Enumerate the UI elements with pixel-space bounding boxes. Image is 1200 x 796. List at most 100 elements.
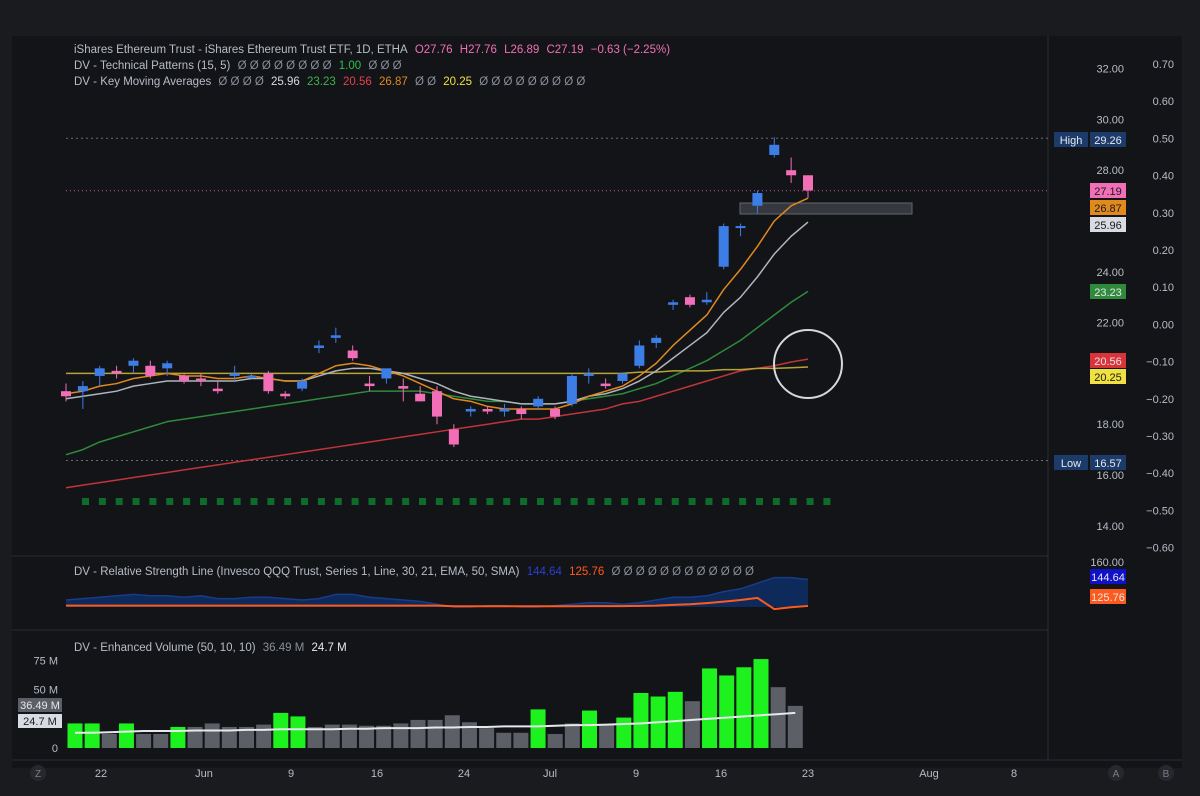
osc-tick-label: −0.50	[1146, 505, 1174, 517]
osc-tick-label: 0.40	[1153, 171, 1174, 183]
volume-bar	[427, 719, 443, 748]
volume-bar	[256, 724, 272, 748]
volume-bar	[616, 717, 632, 748]
pattern-marker	[789, 498, 797, 505]
volume-bar	[341, 724, 357, 748]
pattern-marker	[823, 498, 831, 505]
legend-kma-v5: 20.25	[443, 76, 473, 88]
legend-vol-name: DV - Enhanced Volume (50, 10, 10)	[74, 642, 256, 654]
candle-body	[94, 368, 105, 376]
footer-button-label: Z	[35, 769, 41, 780]
pattern-marker	[654, 498, 662, 505]
volume-bar	[787, 705, 803, 748]
volume-tick-label: 0	[52, 743, 58, 755]
price-tick-label: 14.00	[1096, 521, 1124, 533]
legend-rsl-name: DV - Relative Strength Line (Invesco QQQ…	[74, 566, 520, 578]
candle-body	[364, 383, 375, 387]
x-tick-label: 8	[1011, 768, 1017, 780]
volume-bar	[410, 719, 426, 748]
low-tag	[1054, 455, 1088, 470]
x-tick-label: 22	[95, 768, 107, 780]
candle-body	[280, 393, 291, 397]
volume-bar	[101, 733, 117, 748]
last-badge	[1090, 183, 1126, 198]
price-tick-label: 18.00	[1096, 419, 1124, 431]
volume-ma-badge-value: 24.7 M	[23, 716, 57, 728]
x-tick-label: 23	[802, 768, 814, 780]
candle-body	[550, 408, 561, 417]
legend-tech-name: DV - Technical Patterns (15, 5)	[74, 60, 231, 72]
pattern-marker	[98, 498, 106, 505]
volume-bar	[684, 701, 700, 748]
rs-area	[66, 577, 808, 607]
volume-bar	[753, 659, 769, 748]
legend-change: −0.63 (−2.25%)	[590, 44, 671, 56]
volume-bar	[461, 722, 477, 748]
osc-tick-label: −0.40	[1146, 468, 1174, 480]
volume-bar	[633, 693, 649, 748]
candle-body	[769, 144, 780, 155]
candle-body	[179, 375, 190, 382]
pattern-marker	[722, 498, 730, 505]
low-badge	[1090, 455, 1126, 470]
footer-button-label: B	[1163, 769, 1170, 780]
candle-body	[499, 408, 510, 412]
volume-bar	[170, 726, 186, 748]
volume-bar	[513, 732, 529, 748]
osc-tick-label: 0.20	[1153, 245, 1174, 257]
pattern-marker	[166, 498, 174, 505]
high-tag-label: High	[1060, 135, 1083, 147]
pattern-marker	[739, 498, 747, 505]
footer-button	[1108, 765, 1124, 781]
rs-tick-label: 160.00	[1090, 557, 1124, 569]
candle-body	[297, 381, 308, 389]
candle-body	[566, 375, 577, 404]
legend-low: L26.89	[504, 44, 540, 56]
osc-tick-label: 0.30	[1153, 208, 1174, 220]
volume-bar	[307, 726, 323, 748]
candle-body	[516, 408, 527, 415]
ma-yellow-badge	[1090, 369, 1126, 384]
pattern-marker	[503, 498, 511, 505]
volume-bar	[599, 724, 615, 748]
price-tick-label: 16.00	[1096, 470, 1124, 482]
volume-bar	[273, 712, 289, 748]
legend-vol-v2: 24.7 M	[311, 642, 347, 654]
volume-bar	[221, 726, 237, 748]
pattern-marker	[334, 498, 342, 505]
pattern-marker	[553, 498, 561, 505]
volume-bar	[153, 733, 169, 748]
pattern-marker	[806, 498, 814, 505]
legend-rsl: DV - Relative Strength Line (Invesco QQQ…	[74, 566, 758, 578]
pattern-marker	[351, 498, 359, 505]
legend-tech: DV - Technical Patterns (15, 5) Ø Ø Ø Ø …	[74, 60, 406, 72]
candle-body	[583, 373, 594, 376]
pattern-marker	[317, 498, 325, 505]
candle-body	[128, 360, 139, 366]
ma-fast-badge-value: 26.87	[1094, 203, 1122, 215]
legend-main-name: iShares Ethereum Trust - iShares Ethereu…	[74, 44, 408, 56]
volume-badge	[18, 698, 62, 712]
pattern-marker	[469, 498, 477, 505]
pattern-marker	[267, 498, 275, 505]
last-badge-value: 27.19	[1094, 186, 1122, 198]
ma-green-badge	[1090, 284, 1126, 299]
resistance-zone	[739, 202, 913, 215]
volume-bar	[547, 733, 563, 748]
volume-bar	[324, 724, 340, 748]
ma-gray-badge-value: 25.96	[1094, 220, 1122, 232]
candle-body	[718, 226, 729, 267]
candle-body	[381, 368, 392, 379]
low-badge-value: 16.57	[1094, 458, 1122, 470]
pattern-marker	[368, 498, 376, 505]
volume-bar	[84, 723, 100, 748]
rs-badge-value: 144.64	[1091, 572, 1125, 584]
pattern-marker	[671, 498, 679, 505]
osc-tick-label: 0.60	[1153, 96, 1174, 108]
legend-kma-v1: 25.96	[271, 76, 300, 88]
candle-body	[752, 193, 763, 206]
footer-button-label: A	[1113, 769, 1120, 780]
pattern-marker	[772, 498, 780, 505]
osc-tick-label: −0.20	[1146, 394, 1174, 406]
